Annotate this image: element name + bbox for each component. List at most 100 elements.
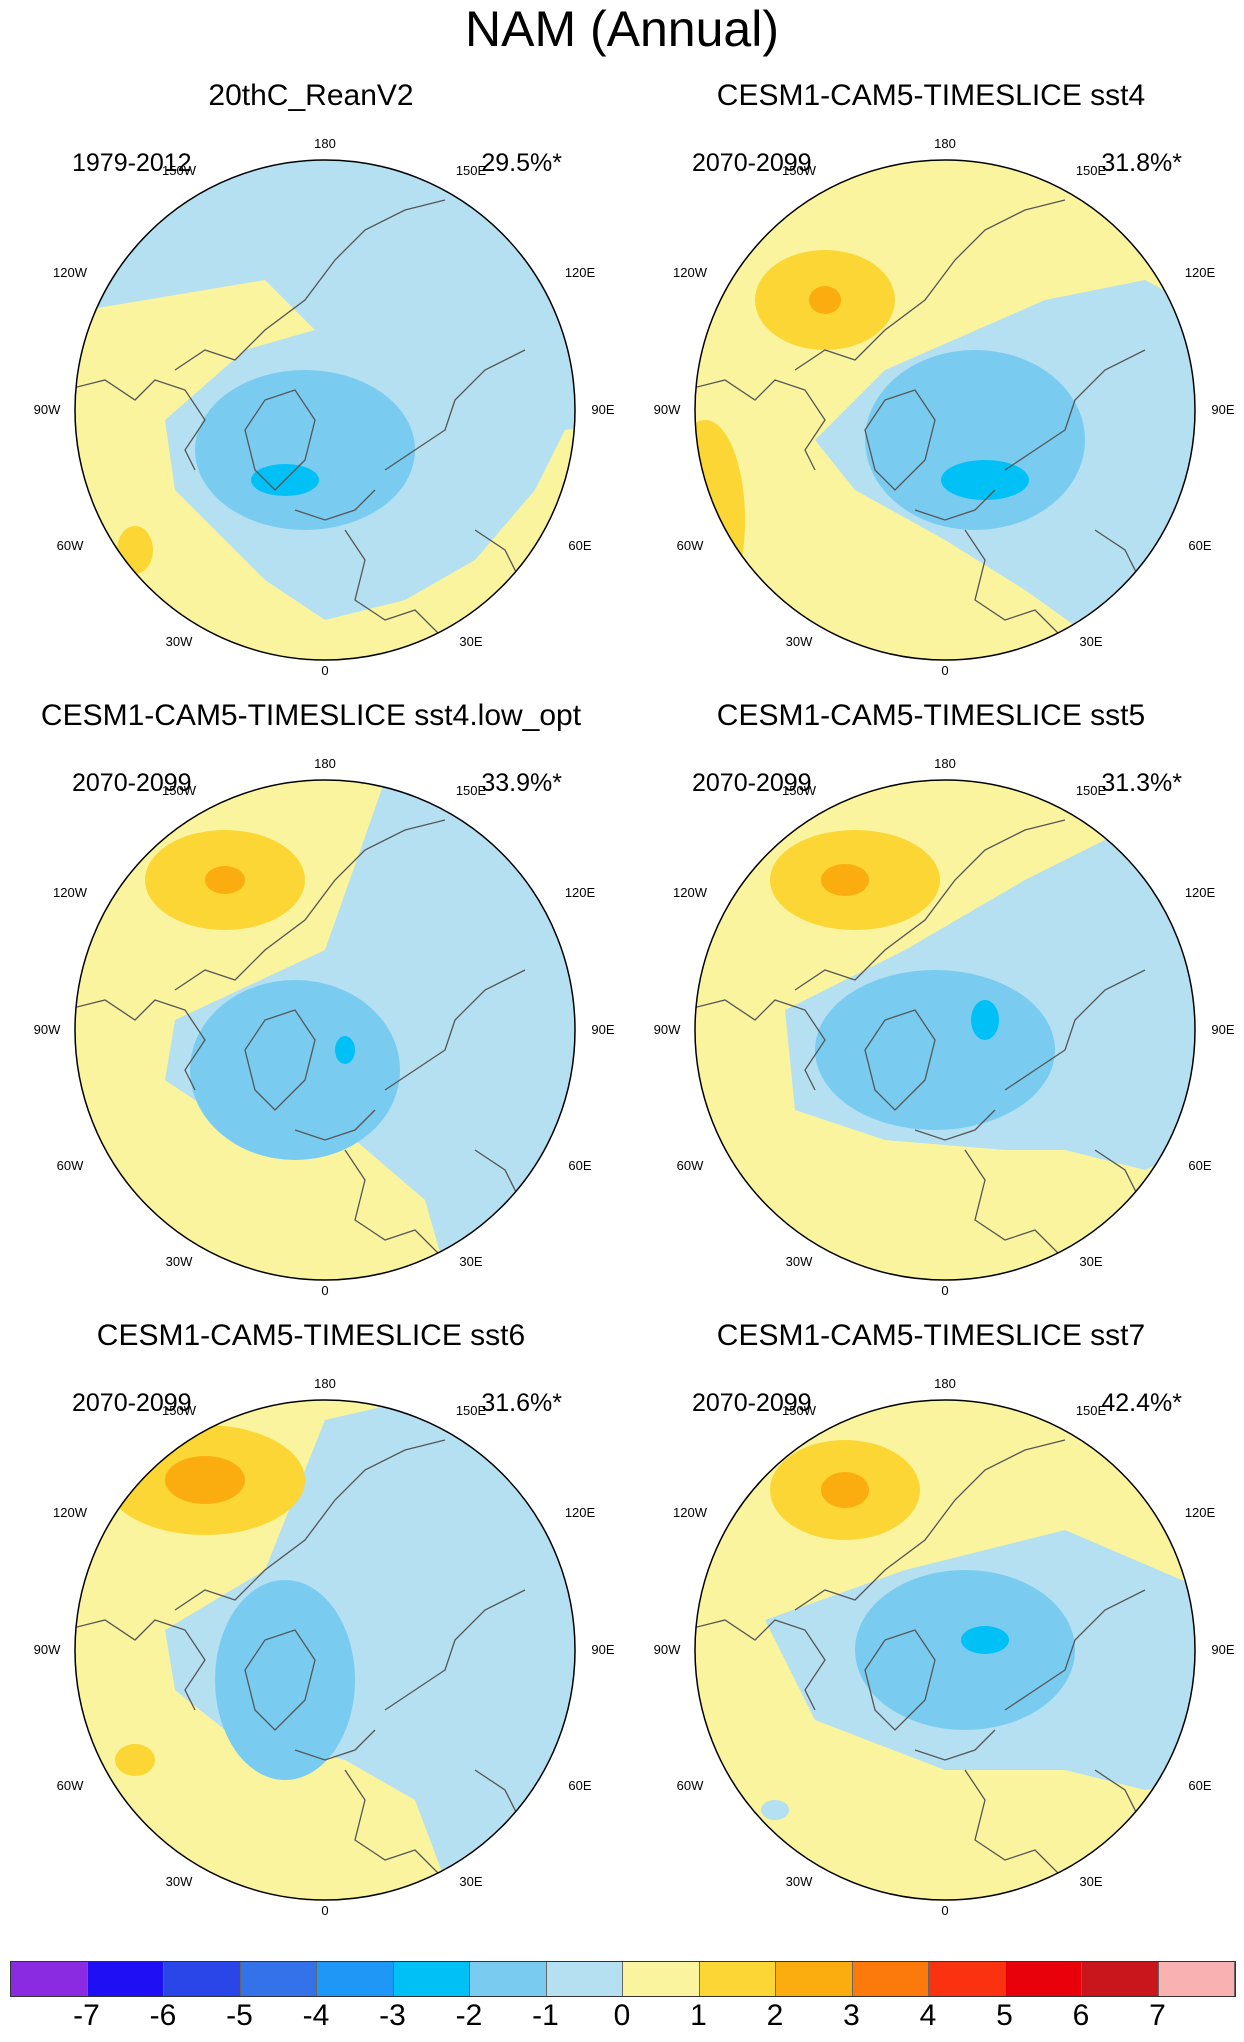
longitude-label: 180 bbox=[934, 136, 956, 151]
coastline bbox=[794, 819, 1066, 991]
colorbar-swatch bbox=[11, 1962, 88, 1996]
coastline bbox=[244, 1009, 316, 1111]
coastline bbox=[864, 1009, 936, 1111]
longitude-label: 180 bbox=[314, 756, 336, 771]
longitude-label: 150E bbox=[456, 1403, 487, 1418]
longitude-label: 90W bbox=[654, 402, 681, 417]
colorbar-swatch bbox=[852, 1962, 929, 1996]
contour-region bbox=[195, 370, 415, 530]
longitude-label: 30E bbox=[1079, 1254, 1102, 1269]
map-panel: 180 150W 150E 120W 120E 90W 90E 60W 60E 30W 30E 0 CE… bbox=[620, 1318, 1242, 1938]
map-panel: 180 150W 150E 120W 120E 90W 90E 60W 60E 30W 30E 0 CE… bbox=[620, 78, 1242, 698]
coastline bbox=[294, 1729, 376, 1761]
longitude-label: 60E bbox=[568, 1778, 591, 1793]
contour-region bbox=[165, 780, 575, 1270]
colorbar-swatch bbox=[1082, 1962, 1159, 1996]
coastline bbox=[244, 389, 316, 491]
longitude-label: 60E bbox=[1188, 1158, 1211, 1173]
longitude-label: 30E bbox=[459, 634, 482, 649]
colorbar-tick-label: 7 bbox=[1149, 1999, 1166, 2032]
contour-region bbox=[855, 1570, 1075, 1730]
coastline bbox=[695, 379, 826, 471]
contour-region bbox=[165, 1400, 575, 1880]
colorbar-tick-label: -1 bbox=[532, 1999, 559, 2032]
coastline bbox=[1004, 349, 1146, 471]
contour-region bbox=[941, 460, 1029, 500]
coastline bbox=[794, 199, 1066, 371]
coastline bbox=[914, 1109, 996, 1141]
longitude-label: 120W bbox=[673, 1505, 708, 1520]
colorbar-tick-label: 3 bbox=[843, 1999, 860, 2032]
coastline bbox=[244, 1629, 316, 1731]
longitude-label: 120W bbox=[53, 1505, 88, 1520]
colorbar-tick-label: -6 bbox=[149, 1999, 177, 2032]
map-border bbox=[74, 159, 576, 661]
coastline bbox=[1004, 1589, 1146, 1711]
contour-region bbox=[335, 1036, 355, 1064]
longitude-label: 30E bbox=[1079, 634, 1102, 649]
coastline bbox=[174, 819, 446, 991]
map-border bbox=[694, 779, 1196, 1281]
figure-title: NAM (Annual) bbox=[465, 1, 779, 57]
longitude-label: 30W bbox=[786, 1874, 813, 1889]
contour-region bbox=[165, 1456, 245, 1504]
map-border bbox=[74, 779, 576, 1281]
longitude-label: 90E bbox=[1211, 1022, 1234, 1037]
contour-region bbox=[865, 350, 1085, 530]
contour-region bbox=[695, 420, 745, 620]
longitude-label: 30W bbox=[166, 634, 193, 649]
longitude-label: 150E bbox=[456, 783, 487, 798]
longitude-label: 180 bbox=[314, 136, 336, 151]
longitude-label: 90E bbox=[591, 402, 614, 417]
variance-label: 31.3%* bbox=[1101, 769, 1182, 797]
colorbar-tick-label: -3 bbox=[379, 1999, 406, 2032]
longitude-label: 180 bbox=[314, 1376, 336, 1391]
colorbar-swatch bbox=[164, 1962, 241, 1996]
colorbar-swatch bbox=[470, 1962, 547, 1996]
longitude-label: 60W bbox=[677, 1158, 704, 1173]
coastline bbox=[864, 1629, 936, 1731]
polar-map: 180 150W 150E 120W 120E 90W 90E 60W 60E 30W 30E 0 bbox=[34, 1376, 615, 1918]
longitude-label: 120W bbox=[53, 885, 88, 900]
coastline bbox=[384, 349, 526, 471]
longitude-label: 0 bbox=[321, 663, 328, 678]
longitude-label: 60E bbox=[568, 1158, 591, 1173]
longitude-label: 90E bbox=[591, 1642, 614, 1657]
coastline bbox=[914, 1729, 996, 1761]
longitude-label: 90W bbox=[34, 402, 61, 417]
variance-label: 29.5%* bbox=[481, 149, 562, 177]
coastline bbox=[384, 969, 526, 1091]
longitude-label: 90W bbox=[34, 1022, 61, 1037]
panel-title: CESM1-CAM5-TIMESLICE sst5 bbox=[716, 699, 1146, 732]
colorbar-swatch bbox=[929, 1962, 1006, 1996]
polar-map: 180 150W 150E 120W 120E 90W 90E 60W 60E 30W 30E 0 bbox=[654, 1376, 1235, 1918]
map-panel: 180 150W 150E 120W 120E 90W 90E 60W 60E 30W 30E 0 20… bbox=[0, 78, 622, 698]
longitude-label: 90W bbox=[34, 1642, 61, 1657]
longitude-label: 60W bbox=[57, 1158, 84, 1173]
colorbar-tick-label: 1 bbox=[690, 1999, 707, 2032]
contour-region bbox=[821, 1472, 869, 1508]
period-label: 2070-2099 bbox=[692, 149, 812, 177]
longitude-label: 60E bbox=[1188, 538, 1211, 553]
longitude-label: 30W bbox=[786, 1254, 813, 1269]
coastline bbox=[914, 489, 996, 521]
longitude-label: 180 bbox=[934, 1376, 956, 1391]
polar-map: 180 150W 150E 120W 120E 90W 90E 60W 60E 30W 30E 0 bbox=[654, 136, 1235, 678]
coastline bbox=[864, 389, 936, 491]
longitude-label: 60W bbox=[677, 1778, 704, 1793]
polar-map: 180 150W 150E 120W 120E 90W 90E 60W 60E 30W 30E 0 bbox=[34, 136, 615, 678]
longitude-label: 150W bbox=[162, 163, 197, 178]
contour-region bbox=[821, 864, 869, 896]
longitude-label: 90E bbox=[591, 1022, 614, 1037]
coastline bbox=[75, 999, 206, 1091]
longitude-label: 0 bbox=[321, 1283, 328, 1298]
colorbar-tick-label: 0 bbox=[613, 1999, 631, 2032]
coastline bbox=[174, 199, 446, 371]
period-label: 2070-2099 bbox=[72, 769, 192, 797]
colorbar-tick-label: 2 bbox=[766, 1999, 784, 2032]
longitude-label: 60W bbox=[677, 538, 704, 553]
longitude-label: 150W bbox=[782, 163, 817, 178]
longitude-label: 150E bbox=[1076, 783, 1107, 798]
longitude-label: 120W bbox=[673, 885, 708, 900]
colorbar-tick-label: 6 bbox=[1072, 1999, 1090, 2032]
